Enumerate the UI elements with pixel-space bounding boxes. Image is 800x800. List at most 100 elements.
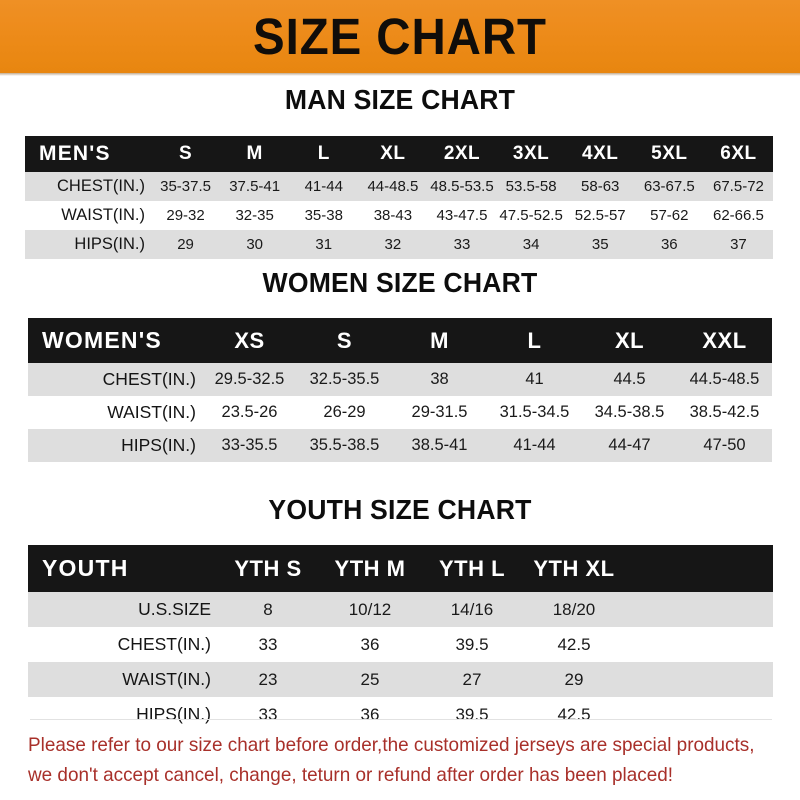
youth-row-label-us-size: U.S.SIZE — [138, 599, 211, 619]
man-waist-m: 32-35 — [235, 207, 274, 224]
man-chest-4xl: 58-63 — [581, 178, 620, 195]
man-size-chart-table: MEN'S S M L XL 2XL 3XL 4XL 5XL 6XL CHEST… — [25, 136, 773, 259]
women-chest-xxl: 44.5-48.5 — [689, 370, 760, 388]
youth-hips-m: 36 — [360, 704, 380, 724]
man-hips-s: 29 — [177, 236, 194, 253]
women-chest-m: 38 — [430, 370, 449, 388]
women-size-col-m: M — [430, 327, 449, 353]
women-size-col-xs: XS — [234, 327, 265, 353]
women-waist-xs: 23.5-26 — [221, 403, 278, 421]
man-hips-l: 31 — [315, 236, 333, 253]
page-title: SIZE CHART — [253, 8, 547, 65]
man-size-col-s: S — [178, 143, 193, 164]
women-chest-s: 32.5-35.5 — [309, 370, 380, 388]
women-size-col-xxl: XXL — [702, 327, 747, 353]
youth-row-spacer — [625, 592, 773, 627]
man-chest-6xl: 67.5-72 — [713, 178, 764, 195]
youth-chest-m: 36 — [360, 634, 380, 654]
man-hips-3xl: 34 — [522, 236, 540, 253]
women-size-col-xl: XL — [614, 327, 645, 353]
man-chest-m: 37.5-41 — [229, 178, 281, 195]
youth-ussize-xl: 18/20 — [552, 599, 596, 619]
man-chart-header-label: MEN'S — [39, 142, 111, 165]
man-waist-5xl: 57-62 — [650, 207, 689, 224]
youth-row-label-hips: HIPS(IN.) — [136, 704, 211, 724]
banner-shadow-divider — [0, 73, 800, 76]
youth-hips-l: 39.5 — [455, 704, 489, 724]
footer-divider — [30, 719, 772, 720]
youth-chest-s: 33 — [258, 634, 278, 654]
footer-disclaimer-line-1: Please refer to our size chart before or… — [28, 734, 755, 756]
youth-size-chart-table: YOUTH YTH S YTH M YTH L YTH XL U.S.SIZE … — [28, 545, 773, 732]
women-waist-s: 26-29 — [323, 403, 366, 421]
man-row-label-chest: CHEST(IN.) — [57, 177, 145, 195]
man-size-col-m: M — [246, 143, 263, 164]
women-waist-m: 29-31.5 — [411, 403, 468, 421]
table-row: HIPS(IN.) 29 30 31 32 33 34 35 36 37 — [25, 230, 773, 259]
man-section-title: MAN SIZE CHART — [284, 84, 516, 115]
women-size-col-s: S — [336, 327, 353, 353]
youth-hips-xl: 42.5 — [557, 704, 591, 724]
youth-waist-l: 27 — [462, 669, 482, 689]
man-hips-4xl: 35 — [591, 236, 609, 253]
youth-size-col-s: YTH S — [234, 555, 302, 581]
youth-size-col-xl: YTH XL — [533, 555, 615, 581]
table-row: WAIST(IN.) 29-32 32-35 35-38 38-43 43-47… — [25, 201, 773, 230]
women-waist-l: 31.5-34.5 — [499, 403, 570, 421]
man-waist-6xl: 62-66.5 — [713, 207, 764, 224]
table-row: CHEST(IN.) 29.5-32.5 32.5-35.5 38 41 44.… — [28, 363, 772, 396]
footer-disclaimer: Please refer to our size chart before or… — [28, 730, 757, 790]
youth-row-spacer — [625, 697, 773, 732]
man-size-col-3xl: 3XL — [512, 143, 550, 164]
man-chest-2xl: 48.5-53.5 — [430, 178, 494, 195]
women-waist-xxl: 38.5-42.5 — [689, 403, 760, 421]
table-row: CHEST(IN.) 35-37.5 37.5-41 41-44 44-48.5… — [25, 172, 773, 201]
women-section-title: WOMEN SIZE CHART — [262, 267, 538, 298]
man-chest-l: 41-44 — [304, 178, 343, 195]
youth-waist-m: 25 — [360, 669, 380, 689]
women-size-chart-table: WOMEN'S XS S M L XL XXL CHEST(IN.) 29.5-… — [28, 318, 772, 462]
footer-disclaimer-line-2: we don't accept cancel, change, teturn o… — [28, 764, 674, 786]
man-waist-3xl: 47.5-52.5 — [499, 207, 563, 224]
youth-hips-s: 33 — [258, 704, 278, 724]
youth-row-label-chest: CHEST(IN.) — [117, 634, 211, 654]
women-row-label-chest: CHEST(IN.) — [102, 369, 196, 389]
man-hips-2xl: 33 — [453, 236, 471, 253]
man-hips-6xl: 37 — [730, 236, 747, 253]
youth-section-title: YOUTH SIZE CHART — [268, 494, 532, 525]
man-chest-s: 35-37.5 — [160, 178, 211, 195]
youth-chest-l: 39.5 — [455, 634, 489, 654]
man-row-label-hips: HIPS(IN.) — [74, 235, 145, 253]
youth-chest-xl: 42.5 — [557, 634, 591, 654]
women-hips-l: 41-44 — [513, 436, 556, 454]
page-banner: SIZE CHART — [0, 0, 800, 73]
man-size-col-5xl: 5XL — [651, 143, 688, 164]
man-waist-2xl: 43-47.5 — [436, 207, 488, 224]
man-row-label-waist: WAIST(IN.) — [61, 206, 145, 224]
youth-size-col-l: YTH L — [438, 555, 506, 581]
women-size-col-l: L — [527, 327, 542, 353]
youth-size-col-m: YTH M — [334, 555, 406, 581]
women-row-label-waist: WAIST(IN.) — [107, 402, 196, 422]
man-chest-5xl: 63-67.5 — [643, 178, 695, 195]
women-hips-m: 38.5-41 — [411, 436, 468, 454]
youth-header-spacer — [625, 545, 773, 592]
women-hips-s: 35.5-38.5 — [309, 436, 380, 454]
man-chest-xl: 44-48.5 — [367, 178, 419, 195]
table-row: WAIST(IN.) 23 25 27 29 — [28, 662, 773, 697]
women-waist-xl: 34.5-38.5 — [594, 403, 665, 421]
man-size-col-6xl: 6XL — [720, 143, 757, 164]
man-size-col-4xl: 4XL — [582, 143, 619, 164]
youth-row-label-waist: WAIST(IN.) — [122, 669, 211, 689]
women-chest-xl: 44.5 — [613, 370, 646, 388]
man-waist-s: 29-32 — [166, 207, 205, 224]
man-hips-xl: 32 — [384, 236, 402, 253]
youth-ussize-l: 14/16 — [450, 599, 494, 619]
women-chest-xs: 29.5-32.5 — [214, 370, 285, 388]
youth-row-spacer — [625, 627, 773, 662]
table-row: U.S.SIZE 8 10/12 14/16 18/20 — [28, 592, 773, 627]
women-hips-xxl: 47-50 — [703, 436, 746, 454]
women-chart-header-row: WOMEN'S XS S M L XL XXL — [28, 318, 772, 363]
man-waist-l: 35-38 — [304, 207, 343, 224]
youth-chart-header-row: YOUTH YTH S YTH M YTH L YTH XL — [28, 545, 773, 592]
